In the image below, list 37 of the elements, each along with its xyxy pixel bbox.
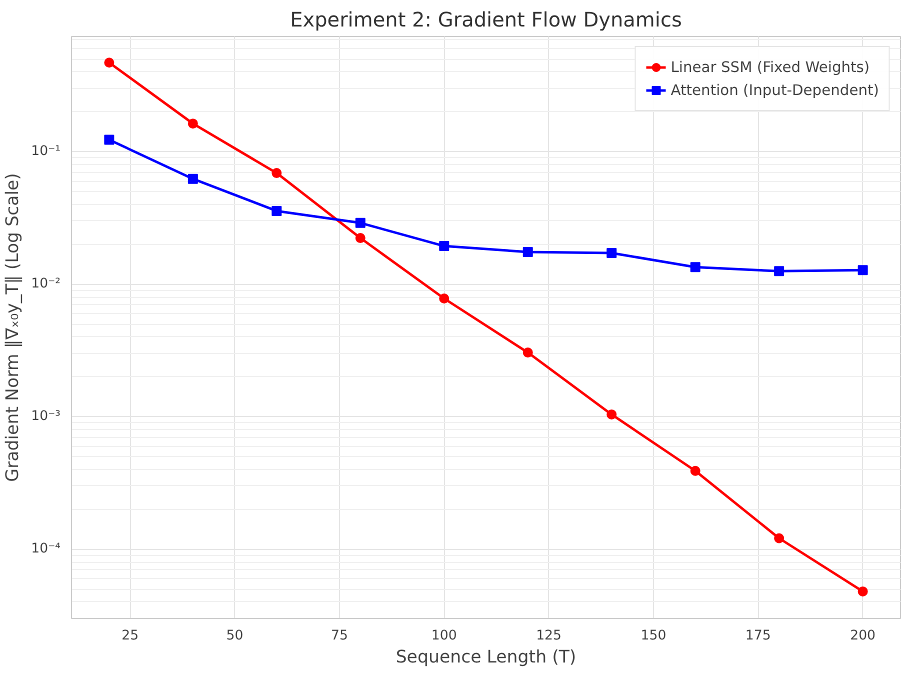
x-tick-label: 125	[536, 628, 562, 644]
x-tick-label: 75	[330, 628, 348, 644]
x-tick-label: 25	[122, 628, 139, 644]
point	[104, 134, 114, 145]
point	[188, 174, 198, 184]
point	[439, 241, 450, 252]
y-tick-label: 10⁻²	[31, 276, 61, 292]
point	[272, 206, 282, 216]
y-tick-label: 10⁻⁴	[31, 542, 61, 557]
point	[104, 58, 114, 68]
x-tick-label: 200	[850, 628, 876, 644]
y-tick-label: 10⁻¹	[31, 144, 61, 160]
point	[272, 168, 282, 178]
point	[606, 248, 617, 258]
point	[606, 409, 617, 420]
legend-label: Attention (Input-Dependent)	[670, 82, 879, 98]
point	[858, 586, 868, 596]
chart-title: Experiment 2: Gradient Flow Dynamics	[290, 8, 682, 32]
legend-label: Linear SSM (Fixed Weights)	[670, 58, 870, 76]
point	[774, 266, 784, 276]
point	[188, 118, 198, 129]
point	[858, 265, 868, 276]
point	[522, 348, 533, 358]
point	[690, 466, 700, 476]
point	[355, 233, 366, 244]
x-axis-title: Sequence Length (T)	[396, 648, 576, 668]
x-tick-label: 175	[745, 628, 771, 644]
y-axis-title: Gradient Norm ‖∇ₓ₀y_T‖ (Log Scale)	[3, 173, 24, 482]
point	[690, 262, 700, 272]
point	[774, 533, 784, 544]
y-tick-label: 10⁻³	[31, 409, 61, 424]
x-tick-label: 50	[226, 628, 244, 644]
x-tick-label: 100	[431, 628, 457, 644]
point	[439, 294, 450, 304]
point	[522, 246, 533, 257]
point	[355, 218, 366, 228]
x-tick-label: 150	[640, 628, 666, 644]
